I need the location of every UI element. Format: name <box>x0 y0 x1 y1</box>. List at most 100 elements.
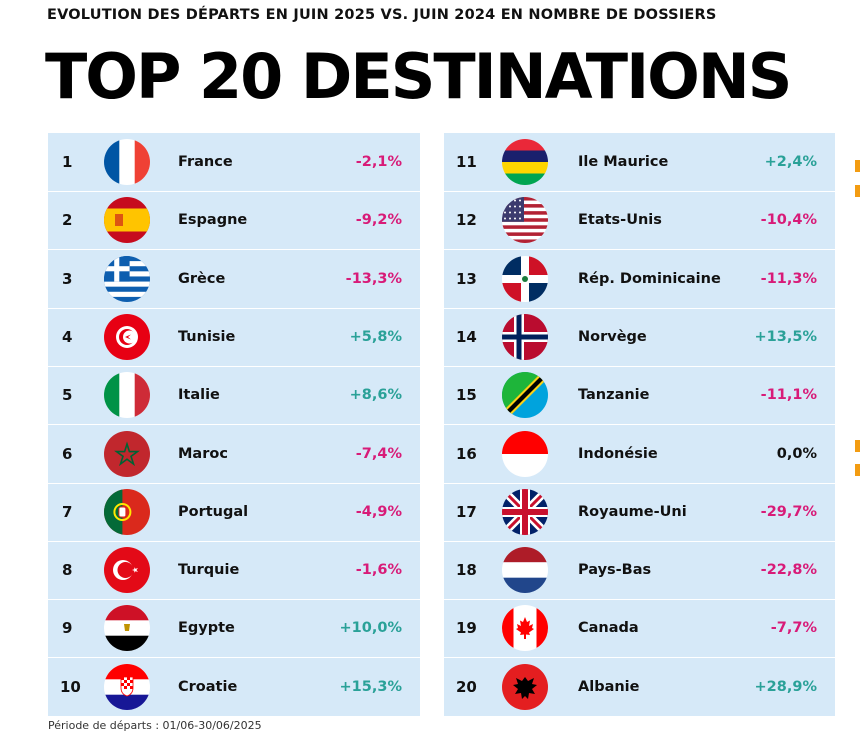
evolution-value: -7,4% <box>355 445 402 462</box>
rank-label: 7 <box>62 502 73 521</box>
evolution-value: -4,9% <box>355 503 402 520</box>
evolution-value: -9,2% <box>355 212 402 229</box>
netherlands-flag-icon <box>502 547 548 594</box>
evolution-value: -22,8% <box>760 562 817 579</box>
table-row: 16 Indonésie 0,0% <box>444 425 835 484</box>
rank-label: 9 <box>62 619 73 638</box>
rank-label: 3 <box>62 269 73 288</box>
evolution-value: +15,3% <box>339 678 402 695</box>
table-row: 2 Espagne -9,2% <box>48 191 420 251</box>
evolution-value: -2,1% <box>355 154 402 170</box>
country-name: Croatie <box>178 678 238 695</box>
evolution-value: +2,4% <box>764 154 817 170</box>
chart-title: TOP 20 DESTINATIONS <box>45 40 792 113</box>
table-row: 15 Tanzanie -11,1% <box>444 366 835 426</box>
footnote: Période de départs : 01/06-30/06/2025 <box>48 719 262 732</box>
table-row: 18 Pays-Bas -22,8% <box>444 541 835 601</box>
table-row: 11 Ile Maurice +2,4% <box>444 133 835 192</box>
country-name: Rép. Dominicaine <box>578 270 721 287</box>
country-name: Egypte <box>178 620 235 637</box>
country-name: Ile Maurice <box>578 154 669 170</box>
evolution-value: -7,7% <box>770 620 817 637</box>
country-name: Etats-Unis <box>578 212 662 229</box>
table-row: 4 Tunisie +5,8% <box>48 308 420 367</box>
evolution-value: +28,9% <box>754 678 817 695</box>
mauritius-flag-icon <box>502 139 548 185</box>
uk-flag-icon <box>502 488 548 535</box>
spain-flag-icon <box>104 197 150 244</box>
cropped-edge-decoration <box>855 464 860 476</box>
country-name: France <box>178 154 233 170</box>
rank-label: 10 <box>60 677 81 696</box>
table-row: 3 Grèce -13,3% <box>48 250 420 309</box>
france-flag-icon <box>104 139 150 185</box>
rank-label: 14 <box>456 327 477 346</box>
morocco-flag-icon <box>104 430 150 477</box>
tanzania-flag-icon <box>502 372 548 419</box>
evolution-value: -29,7% <box>760 503 817 520</box>
country-name: Norvège <box>578 328 647 345</box>
rank-label: 1 <box>62 153 73 171</box>
evolution-value: +8,6% <box>349 387 402 404</box>
country-name: Grèce <box>178 270 226 287</box>
table-row: 8 Turquie -1,6% <box>48 541 420 601</box>
tunisia-flag-icon <box>104 313 150 360</box>
country-name: Tunisie <box>178 328 236 345</box>
ranking-panel-right: 11 Ile Maurice +2,4% 12 Etats-Unis -10,4% 13 Ré… <box>444 133 835 716</box>
rank-label: 17 <box>456 502 477 521</box>
cropped-edge-decoration <box>855 160 860 172</box>
country-name: Turquie <box>178 562 240 579</box>
ranking-panel-left: 1 France -2,1% 2 Espagne -9,2% 3 Grèce -13,3% 4 Tu… <box>48 133 420 716</box>
evolution-value: -1,6% <box>355 562 402 579</box>
country-name: Espagne <box>178 212 248 229</box>
cropped-edge-decoration <box>855 185 860 197</box>
table-row: 17 Royaume-Uni -29,7% <box>444 483 835 542</box>
rank-label: 4 <box>62 327 73 346</box>
table-row: 12 Etats-Unis -10,4% <box>444 191 835 251</box>
rank-label: 13 <box>456 269 477 288</box>
evolution-value: +10,0% <box>339 620 402 637</box>
rank-label: 12 <box>456 211 477 230</box>
portugal-flag-icon <box>104 488 150 535</box>
dominican-republic-flag-icon <box>502 255 548 302</box>
evolution-value: -11,1% <box>760 387 817 404</box>
evolution-value: -10,4% <box>760 212 817 229</box>
country-name: Maroc <box>178 445 228 462</box>
evolution-value: -13,3% <box>345 270 402 287</box>
chart-subtitle: EVOLUTION DES DÉPARTS EN JUIN 2025 VS. J… <box>47 7 717 23</box>
country-name: Italie <box>178 387 220 404</box>
croatia-flag-icon <box>104 663 150 710</box>
canada-flag-icon <box>502 605 548 652</box>
evolution-value: -11,3% <box>760 270 817 287</box>
table-row: 5 Italie +8,6% <box>48 366 420 426</box>
table-row: 10 Croatie +15,3% <box>48 658 420 716</box>
table-row: 6 Maroc -7,4% <box>48 425 420 484</box>
greece-flag-icon <box>104 255 150 302</box>
country-name: Royaume-Uni <box>578 503 687 520</box>
table-row: 9 Egypte +10,0% <box>48 599 420 659</box>
rank-label: 11 <box>456 153 477 171</box>
country-name: Albanie <box>578 678 640 695</box>
table-row: 13 Rép. Dominicaine -11,3% <box>444 250 835 309</box>
turkey-flag-icon <box>104 547 150 594</box>
egypt-flag-icon <box>104 605 150 652</box>
country-name: Portugal <box>178 503 249 520</box>
rank-label: 6 <box>62 444 73 463</box>
rank-label: 2 <box>62 211 73 230</box>
albania-flag-icon <box>502 663 548 710</box>
norway-flag-icon <box>502 313 548 360</box>
country-name: Canada <box>578 620 639 637</box>
rank-label: 20 <box>456 677 477 696</box>
country-name: Indonésie <box>578 445 658 462</box>
rank-label: 5 <box>62 386 73 405</box>
rank-label: 8 <box>62 561 73 580</box>
table-row: 20 Albanie +28,9% <box>444 658 835 716</box>
evolution-value: 0,0% <box>776 445 817 462</box>
evolution-value: +5,8% <box>349 328 402 345</box>
italy-flag-icon <box>104 372 150 419</box>
indonesia-flag-icon <box>502 430 548 477</box>
rank-label: 19 <box>456 619 477 638</box>
rank-label: 16 <box>456 444 477 463</box>
table-row: 1 France -2,1% <box>48 133 420 192</box>
table-row: 7 Portugal -4,9% <box>48 483 420 542</box>
